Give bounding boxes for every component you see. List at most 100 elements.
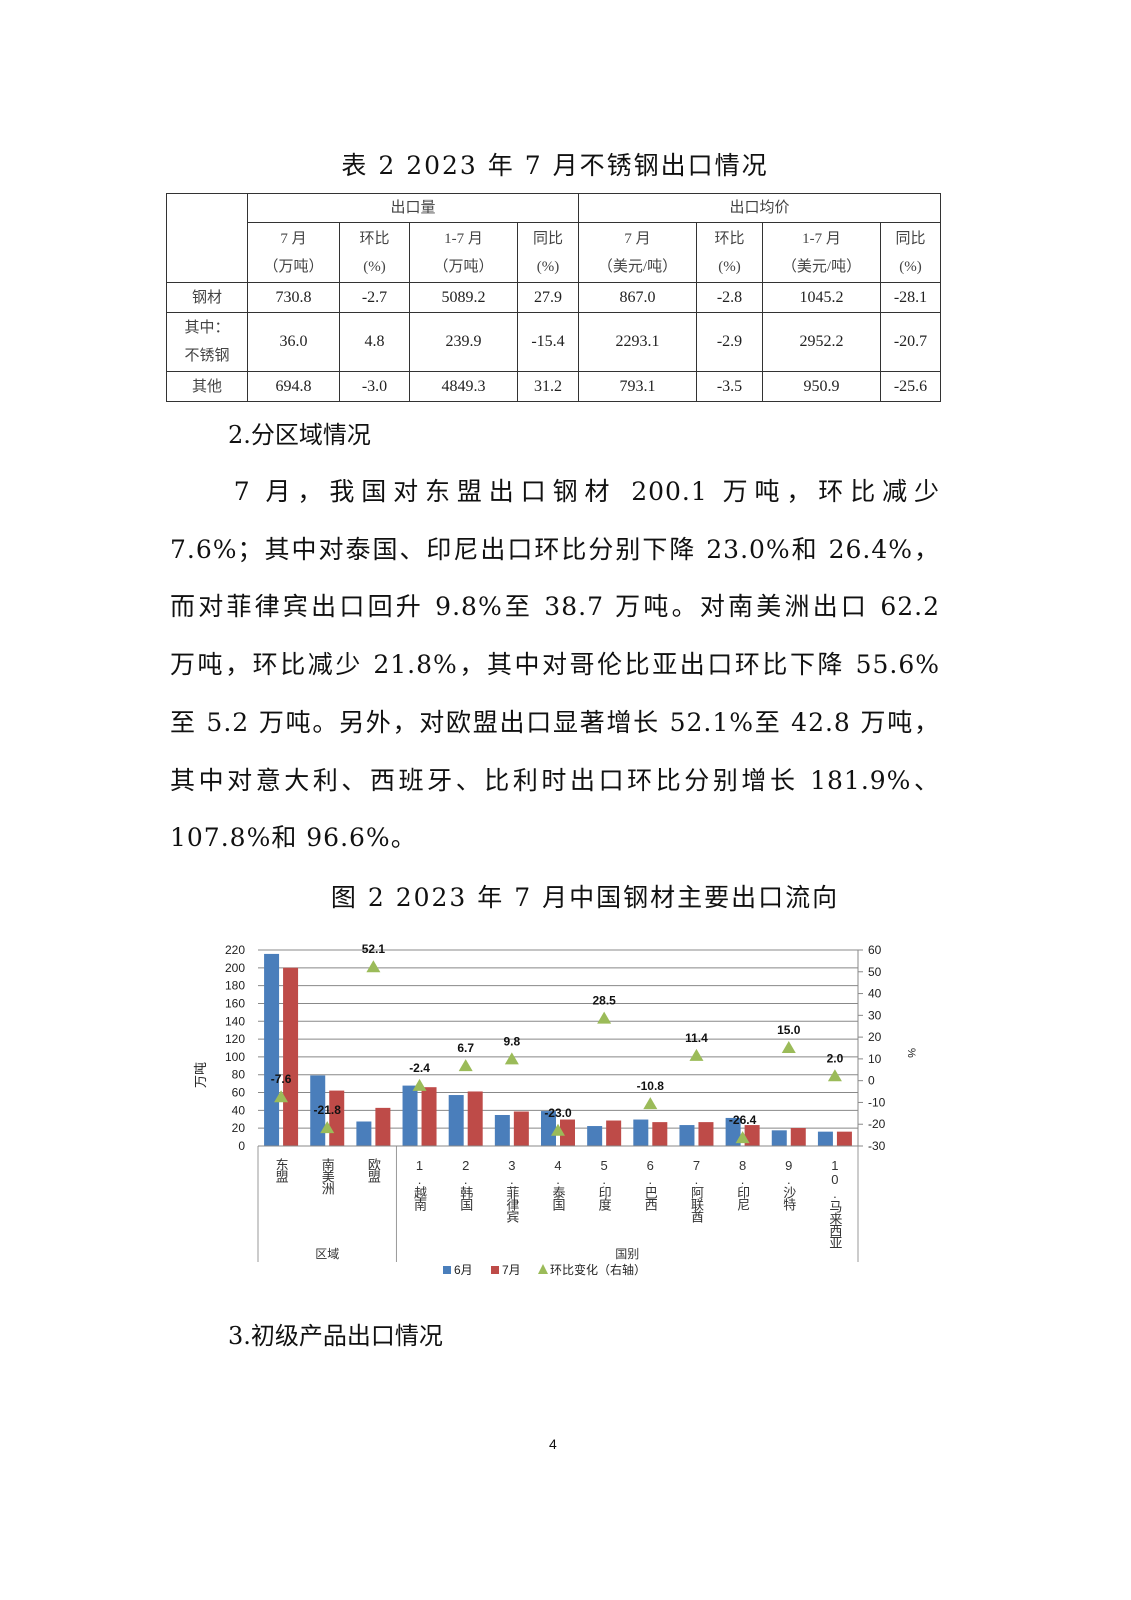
paragraph-line: 而对菲律宾出口回升 9.8%至 38.7 万吨。对南美洲出口 62.2 bbox=[170, 592, 940, 622]
table-cell: -2.7 bbox=[339, 282, 410, 313]
bar-6月 bbox=[356, 1121, 372, 1146]
bar-7月 bbox=[606, 1120, 622, 1146]
triangle-marker bbox=[781, 1041, 796, 1053]
table-row: 其他 694.8 -3.0 4849.3 31.2 793.1 -3.5 950.9 -25.6 bbox=[166, 371, 941, 402]
table-row: 钢材 730.8 -2.7 5089.2 27.9 867.0 -2.8 1045.2 -28.… bbox=[166, 282, 941, 313]
y2-tick-label: 30 bbox=[868, 1008, 882, 1022]
y2-tick-label: 40 bbox=[868, 987, 882, 1001]
bar-6月 bbox=[587, 1126, 603, 1146]
y-tick-label: 40 bbox=[232, 1103, 246, 1117]
bar-7月 bbox=[698, 1122, 714, 1146]
triangle-marker bbox=[504, 1052, 519, 1065]
y-tick-label: 140 bbox=[225, 1014, 245, 1028]
bar-7月 bbox=[560, 1119, 575, 1146]
legend-swatch bbox=[538, 1264, 548, 1274]
triangle-marker bbox=[827, 1069, 842, 1082]
y2-tick-label: -20 bbox=[868, 1117, 886, 1131]
table-cell: 31.2 bbox=[517, 371, 579, 402]
bar-6月 bbox=[817, 1131, 833, 1146]
category-label: 南美洲 bbox=[320, 1157, 335, 1195]
bar-7月 bbox=[513, 1111, 529, 1146]
table-cell: -3.0 bbox=[339, 371, 410, 402]
data-label: -23.0 bbox=[544, 1106, 572, 1120]
category-label: 7.阿联酋 bbox=[689, 1158, 704, 1223]
row-label: 其中： 不锈钢 bbox=[166, 312, 248, 372]
column-header: 同比 (%) bbox=[880, 222, 941, 283]
table-cell: 4.8 bbox=[339, 312, 410, 372]
column-header: 1-7 月（万吨） bbox=[409, 222, 518, 283]
group-label: 区域 bbox=[315, 1247, 339, 1261]
y2-tick-label: 10 bbox=[868, 1052, 882, 1066]
data-label: 11.4 bbox=[685, 1031, 708, 1045]
row-label: 其他 bbox=[166, 371, 248, 402]
table-cell: -25.6 bbox=[880, 371, 941, 402]
legend-item: 环比变化（右轴） bbox=[550, 1262, 646, 1277]
bar-6月 bbox=[725, 1117, 741, 1146]
table-cell: 1045.2 bbox=[762, 282, 881, 313]
bar-7月 bbox=[375, 1107, 391, 1146]
bar-6月 bbox=[494, 1114, 510, 1146]
legend-item: 6月 bbox=[454, 1263, 473, 1277]
data-label: 6.7 bbox=[457, 1041, 474, 1055]
group-label: 国别 bbox=[615, 1247, 639, 1261]
legend-swatch bbox=[443, 1266, 451, 1274]
y2-tick-label: 0 bbox=[868, 1074, 875, 1088]
data-label: 52.1 bbox=[362, 942, 386, 956]
data-label: 15.0 bbox=[777, 1023, 801, 1037]
y2-tick-label: 50 bbox=[868, 965, 882, 979]
category-label: 5.印度 bbox=[597, 1158, 612, 1211]
table-cell: 694.8 bbox=[247, 371, 340, 402]
column-header: 同比 (%) bbox=[517, 222, 579, 283]
category-label: 东盟 bbox=[274, 1158, 289, 1183]
category-label: 1.越南 bbox=[412, 1158, 427, 1211]
bar-6月 bbox=[771, 1130, 787, 1146]
table-cell: -28.1 bbox=[880, 282, 941, 313]
bar-7月 bbox=[652, 1122, 668, 1146]
triangle-marker bbox=[689, 1048, 704, 1061]
row-label: 钢材 bbox=[166, 282, 248, 313]
table-cell: 793.1 bbox=[578, 371, 697, 402]
section-heading: 2.分区域情况 bbox=[228, 421, 371, 449]
y-tick-label: 160 bbox=[225, 996, 245, 1010]
column-header: 1-7 月（美元/吨） bbox=[762, 222, 881, 283]
y-tick-label: 20 bbox=[232, 1121, 246, 1135]
bar-6月 bbox=[679, 1125, 695, 1146]
table-title: 表 2 2023 年 7 月不锈钢出口情况 bbox=[341, 151, 769, 180]
triangle-marker bbox=[458, 1059, 473, 1072]
category-label: 4.泰国 bbox=[551, 1158, 566, 1211]
bar-6月 bbox=[264, 953, 280, 1146]
column-header: 环比 (%) bbox=[696, 222, 763, 283]
bar-6月 bbox=[402, 1085, 418, 1146]
paragraph-line: 其中对意大利、西班牙、比利时出口环比分别增长 181.9%、 bbox=[170, 765, 940, 795]
triangle-marker bbox=[551, 1123, 565, 1136]
table-cell: 239.9 bbox=[409, 312, 518, 372]
y-tick-label: 0 bbox=[238, 1139, 245, 1153]
category-label: 9.沙特 bbox=[781, 1158, 796, 1211]
paragraph-line: 7.6%；其中对泰国、印尼出口环比分别下降 23.0%和 26.4%， bbox=[170, 534, 940, 564]
data-label: 9.8 bbox=[504, 1034, 521, 1048]
bar-7月 bbox=[790, 1128, 806, 1146]
table-cell: 36.0 bbox=[247, 312, 340, 372]
y2-tick-label: 20 bbox=[868, 1030, 882, 1044]
triangle-marker bbox=[643, 1097, 658, 1110]
table-cell: 2952.2 bbox=[762, 312, 881, 372]
category-label: 10.马来西亚 bbox=[827, 1158, 842, 1248]
table-cell: 27.9 bbox=[517, 282, 579, 313]
y2-axis-label: % bbox=[905, 1048, 917, 1058]
y-tick-label: 200 bbox=[225, 961, 245, 975]
table-cell: -15.4 bbox=[517, 312, 579, 372]
table-cell: 2293.1 bbox=[578, 312, 697, 372]
category-label: 8.印尼 bbox=[735, 1158, 750, 1211]
triangle-marker bbox=[274, 1090, 289, 1103]
bar-6月 bbox=[448, 1095, 464, 1146]
table-cell: 950.9 bbox=[762, 371, 881, 402]
page-number: 4 bbox=[549, 1436, 557, 1452]
bar-6月 bbox=[541, 1111, 556, 1146]
data-label: -26.4 bbox=[729, 1113, 757, 1127]
table-row: 其中： 不锈钢 36.0 4.8 239.9 -15.4 2293.1 -2.9 2952.2-… bbox=[166, 312, 941, 372]
export-flow-chart: 0 20 40 60 80 100 120 140 160 180 200 220 -30 -20 -10 0… bbox=[193, 942, 917, 1277]
bar-7月 bbox=[329, 1090, 345, 1146]
column-header: 7 月（美元/吨） bbox=[578, 222, 697, 283]
bar-6月 bbox=[633, 1119, 649, 1146]
